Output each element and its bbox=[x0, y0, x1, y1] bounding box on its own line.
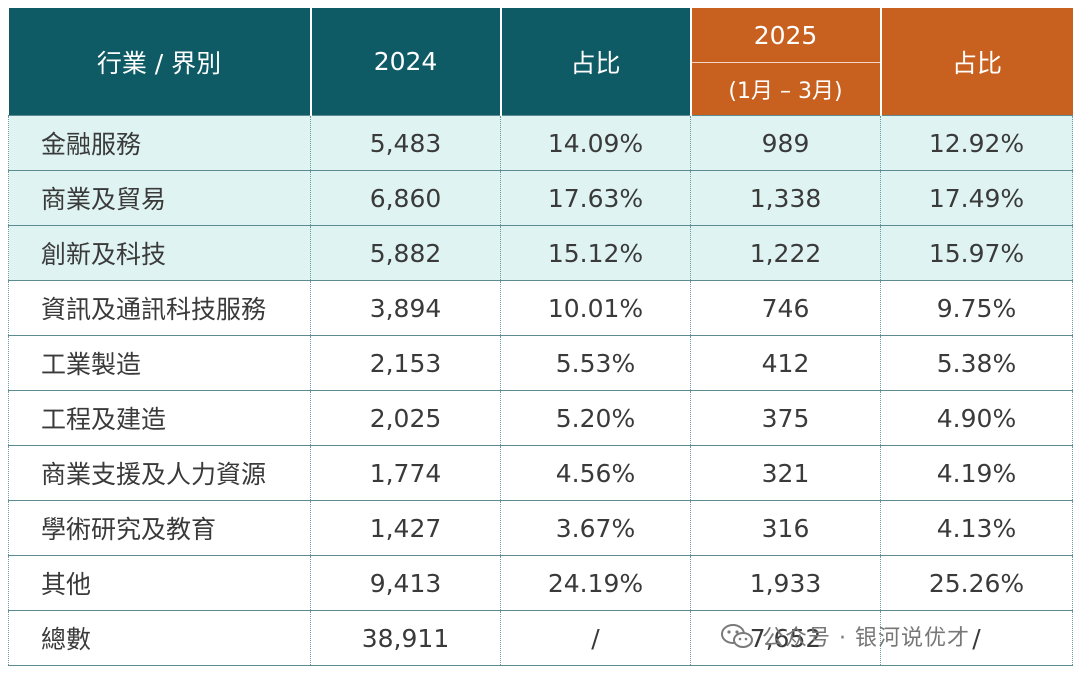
value-2025: 1,222 bbox=[690, 225, 881, 281]
share-2025: 4.90% bbox=[880, 390, 1073, 446]
header-share-2024: 占比 bbox=[500, 8, 692, 116]
table-row: 商業及貿易 6,860 17.63% 1,338 17.49% bbox=[8, 170, 1073, 226]
table-row: 商業支援及人力資源 1,774 4.56% 321 4.19% bbox=[8, 445, 1073, 501]
share-2024: 24.19% bbox=[500, 555, 691, 611]
share-2024: 15.12% bbox=[500, 225, 691, 281]
row-label: 商業支援及人力資源 bbox=[8, 445, 311, 501]
header-2025-range: (1月 – 3月) bbox=[690, 62, 882, 116]
value-2024: 5,882 bbox=[310, 225, 501, 281]
row-label: 創新及科技 bbox=[8, 225, 311, 281]
value-2024: 6,860 bbox=[310, 170, 501, 226]
share-2024: 5.53% bbox=[500, 335, 691, 391]
value-2024: 2,025 bbox=[310, 390, 501, 446]
share-2025: 15.97% bbox=[880, 225, 1073, 281]
share-2024: 17.63% bbox=[500, 170, 691, 226]
table-row: 資訊及通訊科技服務 3,894 10.01% 746 9.75% bbox=[8, 280, 1073, 336]
value-2025: 989 bbox=[690, 115, 881, 171]
value-2024: 5,483 bbox=[310, 115, 501, 171]
value-2025: 375 bbox=[690, 390, 881, 446]
table-row: 創新及科技 5,882 15.12% 1,222 15.97% bbox=[8, 225, 1073, 281]
share-2025: 4.13% bbox=[880, 500, 1073, 556]
share-2024: 14.09% bbox=[500, 115, 691, 171]
share-2025: 9.75% bbox=[880, 280, 1073, 336]
header-share-2025: 占比 bbox=[880, 8, 1073, 116]
industry-table: 行業 / 界別 2024 占比 2025 占比 (1月 – 3月) 金融服務 5… bbox=[8, 8, 1073, 666]
table-row: 其他 9,413 24.19% 1,933 25.26% bbox=[8, 555, 1073, 611]
share-2024: 5.20% bbox=[500, 390, 691, 446]
table-row: 學術研究及教育 1,427 3.67% 316 4.13% bbox=[8, 500, 1073, 556]
value-2024: 38,911 bbox=[310, 610, 501, 666]
value-2025: 7,652 bbox=[690, 610, 881, 666]
value-2025: 321 bbox=[690, 445, 881, 501]
share-2024: / bbox=[500, 610, 691, 666]
row-label: 資訊及通訊科技服務 bbox=[8, 280, 311, 336]
share-2025: 5.38% bbox=[880, 335, 1073, 391]
share-2025: 17.49% bbox=[880, 170, 1073, 226]
table-container: 行業 / 界別 2024 占比 2025 占比 (1月 – 3月) 金融服務 5… bbox=[8, 8, 1073, 672]
value-2025: 1,933 bbox=[690, 555, 881, 611]
share-2025: 25.26% bbox=[880, 555, 1073, 611]
row-label: 其他 bbox=[8, 555, 311, 611]
share-2025: / bbox=[880, 610, 1073, 666]
row-label: 學術研究及教育 bbox=[8, 500, 311, 556]
value-2025: 1,338 bbox=[690, 170, 881, 226]
share-2025: 4.19% bbox=[880, 445, 1073, 501]
value-2024: 9,413 bbox=[310, 555, 501, 611]
row-label: 工業製造 bbox=[8, 335, 311, 391]
value-2024: 3,894 bbox=[310, 280, 501, 336]
value-2024: 1,774 bbox=[310, 445, 501, 501]
row-label: 工程及建造 bbox=[8, 390, 311, 446]
share-2024: 3.67% bbox=[500, 500, 691, 556]
table-row: 工程及建造 2,025 5.20% 375 4.90% bbox=[8, 390, 1073, 446]
table-row-total: 總數 38,911 / 7,652 / bbox=[8, 610, 1073, 666]
row-label: 商業及貿易 bbox=[8, 170, 311, 226]
share-2025: 12.92% bbox=[880, 115, 1073, 171]
value-2025: 316 bbox=[690, 500, 881, 556]
table-row: 工業製造 2,153 5.53% 412 5.38% bbox=[8, 335, 1073, 391]
share-2024: 4.56% bbox=[500, 445, 691, 501]
value-2024: 2,153 bbox=[310, 335, 501, 391]
row-label: 總數 bbox=[8, 610, 311, 666]
value-2025: 746 bbox=[690, 280, 881, 336]
table-row: 金融服務 5,483 14.09% 989 12.92% bbox=[8, 115, 1073, 171]
value-2024: 1,427 bbox=[310, 500, 501, 556]
row-label: 金融服務 bbox=[8, 115, 311, 171]
header-category: 行業 / 界別 bbox=[8, 8, 312, 116]
header-2024: 2024 bbox=[310, 8, 502, 116]
header-2025-year: 2025 bbox=[690, 8, 882, 63]
share-2024: 10.01% bbox=[500, 280, 691, 336]
value-2025: 412 bbox=[690, 335, 881, 391]
